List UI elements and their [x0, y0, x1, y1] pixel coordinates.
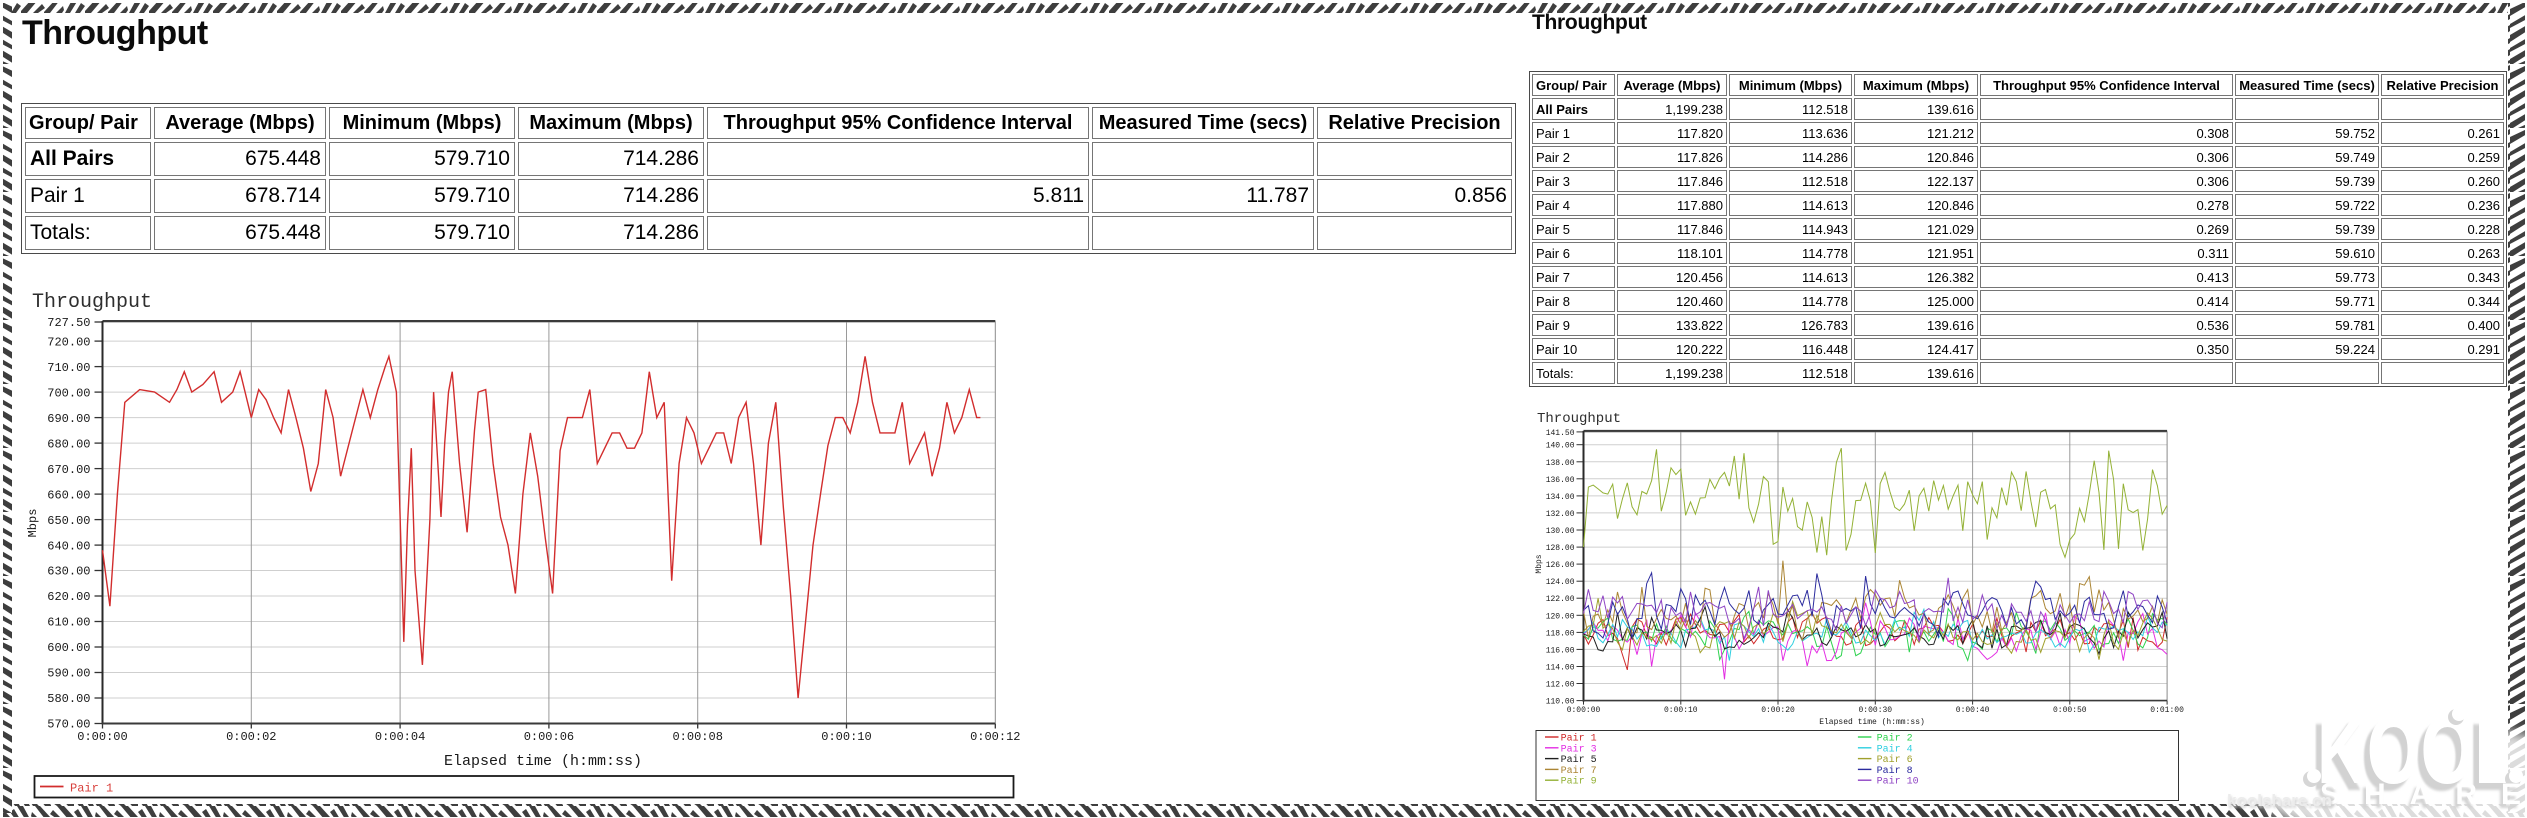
svg-text:126.00: 126.00 [1546, 561, 1575, 570]
svg-text:Mbps: Mbps [26, 509, 40, 538]
svg-text:710.00: 710.00 [47, 361, 90, 375]
svg-text:720.00: 720.00 [47, 335, 90, 349]
svg-text:Pair 5: Pair 5 [1561, 754, 1597, 766]
svg-text:570.00: 570.00 [47, 718, 90, 732]
svg-text:140.00: 140.00 [1546, 442, 1575, 451]
svg-text:690.00: 690.00 [47, 412, 90, 426]
svg-text:0:00:00: 0:00:00 [1567, 706, 1601, 715]
svg-text:0:00:20: 0:00:20 [1761, 706, 1795, 715]
svg-text:132.00: 132.00 [1546, 510, 1575, 519]
svg-text:Pair 3: Pair 3 [1561, 743, 1597, 755]
svg-text:koolshare.cn: koolshare.cn [2227, 791, 2332, 810]
svg-text:SHARE: SHARE [2317, 782, 2527, 815]
svg-text:0:00:40: 0:00:40 [1956, 706, 1990, 715]
svg-text:0:00:10: 0:00:10 [821, 730, 871, 744]
svg-text:Pair 4: Pair 4 [1877, 743, 1913, 755]
svg-text:620.00: 620.00 [47, 590, 90, 604]
svg-text:600.00: 600.00 [47, 641, 90, 655]
svg-text:110.00: 110.00 [1546, 698, 1575, 707]
svg-text:122.00: 122.00 [1546, 595, 1575, 604]
svg-text:Elapsed time (h:mm:ss): Elapsed time (h:mm:ss) [1819, 718, 1925, 727]
svg-text:141.50: 141.50 [1546, 429, 1575, 438]
svg-text:134.00: 134.00 [1546, 493, 1575, 502]
svg-text:670.00: 670.00 [47, 463, 90, 477]
svg-text:Pair 1: Pair 1 [1561, 733, 1597, 745]
svg-text:700.00: 700.00 [47, 386, 90, 400]
svg-text:640.00: 640.00 [47, 539, 90, 553]
svg-text:610.00: 610.00 [47, 616, 90, 630]
svg-text:Pair 6: Pair 6 [1877, 754, 1913, 766]
svg-text:0:01:00: 0:01:00 [2150, 706, 2184, 715]
svg-text:727.50: 727.50 [47, 316, 90, 330]
svg-text:0:00:12: 0:00:12 [970, 730, 1020, 744]
svg-text:580.00: 580.00 [47, 692, 90, 706]
svg-text:630.00: 630.00 [47, 565, 90, 579]
svg-text:112.00: 112.00 [1546, 681, 1575, 690]
svg-text:130.00: 130.00 [1546, 527, 1575, 536]
svg-text:118.00: 118.00 [1546, 629, 1575, 638]
svg-text:120.00: 120.00 [1546, 612, 1575, 621]
svg-text:680.00: 680.00 [47, 437, 90, 451]
svg-text:114.00: 114.00 [1546, 664, 1575, 673]
svg-text:124.00: 124.00 [1546, 578, 1575, 587]
svg-text:116.00: 116.00 [1546, 646, 1575, 655]
svg-text:128.00: 128.00 [1546, 544, 1575, 553]
svg-text:0:00:06: 0:00:06 [524, 730, 574, 744]
svg-text:0:00:08: 0:00:08 [672, 730, 722, 744]
svg-text:660.00: 660.00 [47, 488, 90, 502]
svg-text:0:00:02: 0:00:02 [226, 730, 276, 744]
svg-text:Pair 7: Pair 7 [1561, 765, 1597, 777]
svg-text:138.00: 138.00 [1546, 459, 1575, 468]
svg-text:136.00: 136.00 [1546, 476, 1575, 485]
svg-text:0:00:30: 0:00:30 [1858, 706, 1892, 715]
svg-text:KOOL: KOOL [2311, 703, 2511, 811]
svg-text:KOOL: KOOL [2317, 696, 2517, 804]
svg-text:Mbps: Mbps [1535, 554, 1544, 573]
svg-text:koolshare.cn: koolshare.cn [2228, 793, 2333, 812]
svg-text:0:00:04: 0:00:04 [375, 730, 425, 744]
svg-text:Pair 9: Pair 9 [1561, 776, 1597, 788]
svg-text:0:00:00: 0:00:00 [77, 730, 127, 744]
svg-text:Pair 10: Pair 10 [1877, 776, 1919, 788]
svg-text:650.00: 650.00 [47, 514, 90, 528]
svg-text:0:00:10: 0:00:10 [1664, 706, 1698, 715]
svg-text:Pair 8: Pair 8 [1877, 765, 1913, 777]
svg-text:SHARE: SHARE [2320, 778, 2527, 811]
svg-text:0:00:50: 0:00:50 [2053, 706, 2087, 715]
svg-text:Elapsed time (h:mm:ss): Elapsed time (h:mm:ss) [444, 753, 642, 770]
svg-text:Throughput: Throughput [32, 291, 152, 314]
svg-text:Pair 1: Pair 1 [70, 782, 113, 796]
svg-text:590.00: 590.00 [47, 667, 90, 681]
svg-text:Pair 2: Pair 2 [1877, 733, 1913, 745]
svg-text:Throughput: Throughput [1537, 411, 1621, 427]
